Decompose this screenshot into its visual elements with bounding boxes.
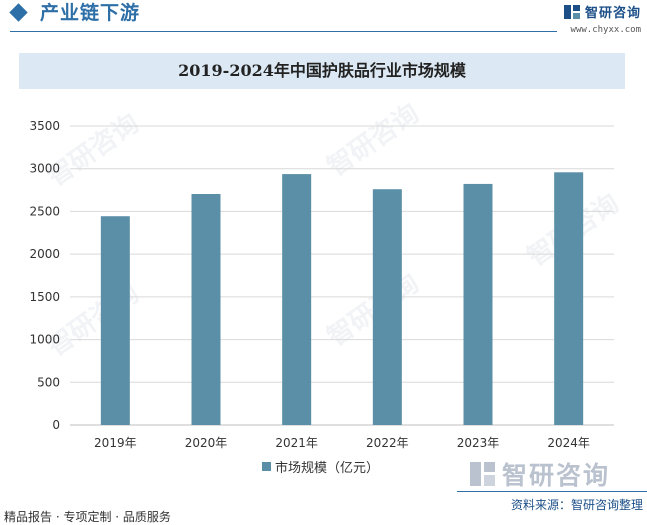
- footer-tagline: 精品报告 · 专项定制 · 品质服务: [4, 510, 171, 524]
- source-note: 资料来源：智研咨询整理: [510, 498, 643, 512]
- brand-logo: 智研咨询: [563, 2, 641, 21]
- footer-logo-text: 智研咨询: [502, 461, 611, 490]
- bar: [463, 183, 493, 425]
- y-tick-label: 1000: [29, 333, 60, 347]
- y-tick-label: 2000: [29, 247, 60, 261]
- header: 产业链下游 智研咨询 www.chyxx.com: [0, 0, 647, 36]
- y-tick-label: 0: [52, 418, 60, 432]
- bar: [100, 216, 130, 425]
- legend: 市场规模（亿元）: [262, 457, 379, 476]
- y-tick-label: 1500: [29, 290, 60, 304]
- y-tick-label: 3000: [29, 162, 60, 176]
- bar: [282, 174, 312, 425]
- y-axis-ticks: 0 500 1000 1500 2000 2500 3000 3500: [29, 119, 60, 432]
- bar: [372, 189, 402, 425]
- brand-name: 智研咨询: [584, 6, 641, 21]
- x-tick-label: 2023年: [457, 436, 500, 450]
- brand-url: www.chyxx.com: [570, 24, 641, 35]
- x-tick-label: 2024年: [547, 436, 590, 450]
- bar: [191, 194, 221, 425]
- brand-logo-icon: [563, 4, 580, 19]
- footer-divider: [457, 491, 647, 492]
- x-axis-ticks: 2019年 2020年 2021年 2022年 2023年 2024年: [94, 436, 590, 450]
- bars: [100, 172, 584, 425]
- chart-title: 2019-2024年中国护肤品行业市场规模: [178, 61, 466, 80]
- brand: 智研咨询 www.chyxx.com: [563, 2, 641, 35]
- chart-title-band: 2019-2024年中国护肤品行业市场规模: [19, 53, 625, 89]
- y-tick-label: 2500: [29, 204, 60, 218]
- grid-lines: [70, 125, 614, 426]
- x-tick-label: 2019年: [94, 436, 137, 450]
- y-tick-label: 3500: [29, 119, 60, 133]
- bar: [554, 172, 584, 425]
- x-tick-label: 2021年: [275, 436, 318, 450]
- section-title: 产业链下游: [40, 2, 141, 24]
- x-tick-label: 2020年: [185, 436, 228, 450]
- footer-logo-icon: [470, 462, 495, 486]
- x-tick-label: 2022年: [366, 436, 409, 450]
- y-tick-label: 500: [37, 375, 60, 389]
- header-divider: [10, 31, 557, 32]
- legend-swatch: [262, 462, 271, 471]
- legend-label: 市场规模（亿元）: [275, 461, 380, 476]
- footer-logo: 智研咨询: [468, 456, 610, 492]
